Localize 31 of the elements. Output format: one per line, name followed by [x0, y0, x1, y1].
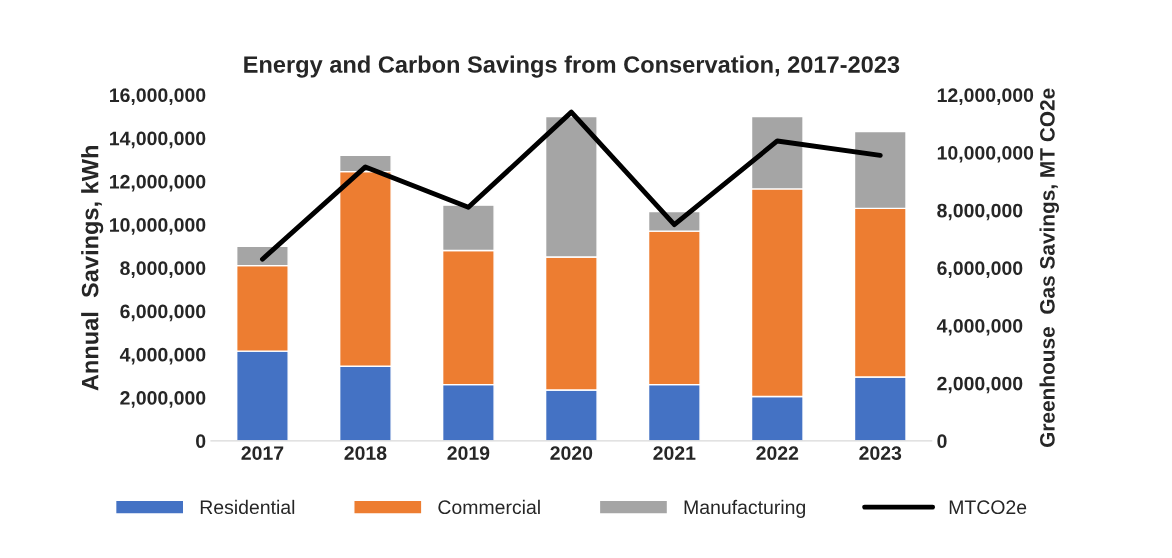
x-tick-label: 2017 — [241, 446, 284, 460]
y2-tick-label: 2,000,000 — [937, 376, 1023, 394]
y-tick-label: 2,000,000 — [120, 391, 206, 408]
y2-tick-label: 6,000,000 — [937, 261, 1023, 278]
y2-tick-label: 8,000,000 — [937, 203, 1023, 221]
y-tick-label: 16,000,000 — [110, 88, 206, 105]
legend-label: MTCO2e — [949, 500, 1027, 515]
y2-axis-title: Greenhouse Gas Savings, MT CO2e — [1039, 88, 1059, 448]
x-tick-label: 2019 — [447, 446, 490, 460]
x-tick-label: 2023 — [859, 446, 902, 460]
y-tick-label: 0 — [196, 434, 206, 449]
x-tick-label: 2018 — [344, 446, 387, 460]
x-tick-label: 2022 — [756, 446, 799, 460]
y-tick-label: 10,000,000 — [110, 218, 206, 235]
y2-tick-label: 4,000,000 — [936, 318, 1023, 336]
y-tick-label: 6,000,000 — [120, 304, 206, 322]
legend-label: Commercial — [438, 499, 540, 515]
y2-tick-label: 12,000,000 — [937, 88, 1034, 105]
line-series — [260, 109, 883, 262]
y2-tick-label: 0 — [937, 434, 947, 449]
y-tick-label: 14,000,000 — [110, 131, 206, 149]
chart-title: Energy and Carbon Savings from Conservation, 2017-2023 — [244, 55, 900, 78]
y-tick-label: 8,000,000 — [120, 261, 206, 278]
y-tick-label: 4,000,000 — [119, 347, 206, 365]
y-tick-label: 12,000,000 — [110, 174, 206, 192]
legend-label: Residential — [200, 499, 295, 515]
x-tick-label: 2020 — [550, 446, 593, 460]
y2-tick-label: 10,000,000 — [937, 145, 1034, 163]
legend-label: Manufacturing — [684, 499, 806, 518]
y-axis-title: Annual Savings, kWh — [81, 145, 104, 391]
x-tick-label: 2021 — [653, 446, 696, 460]
